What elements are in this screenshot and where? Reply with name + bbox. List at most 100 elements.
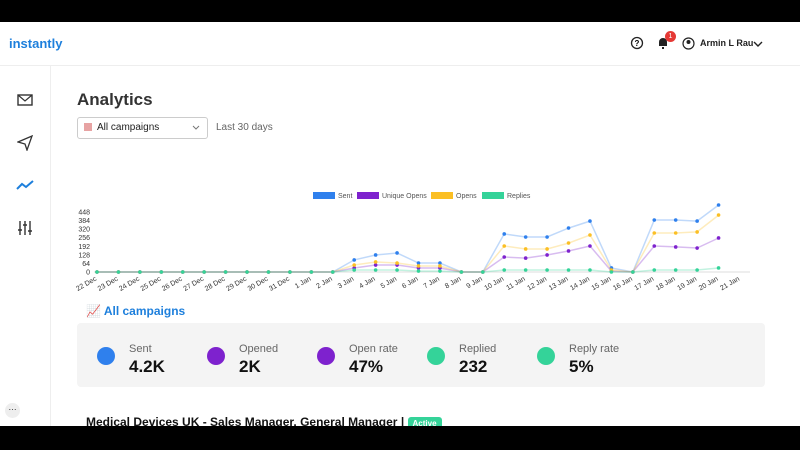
analytics-icon[interactable] bbox=[16, 179, 34, 191]
data-point bbox=[673, 231, 678, 235]
data-point bbox=[330, 270, 335, 274]
data-point bbox=[138, 270, 142, 274]
x-tick-label: 1 Jan bbox=[294, 276, 312, 291]
legend-swatch bbox=[313, 192, 335, 199]
section-title-text: All campaigns bbox=[103, 304, 186, 318]
x-tick-label: 31 Dec bbox=[268, 275, 291, 292]
data-point bbox=[545, 247, 549, 251]
data-point bbox=[673, 218, 678, 222]
stat-label: Replied bbox=[459, 343, 497, 355]
x-tick-label: 24 Dec bbox=[118, 275, 141, 292]
data-point bbox=[695, 246, 699, 250]
x-tick-label: 2 Jan bbox=[315, 276, 333, 291]
data-point bbox=[523, 268, 528, 272]
x-tick-label: 14 Jan bbox=[569, 276, 591, 293]
x-tick-label: 5 Jan bbox=[380, 276, 398, 291]
data-point bbox=[481, 270, 485, 274]
data-point bbox=[545, 235, 549, 239]
x-tick-label: 20 Jan bbox=[698, 276, 720, 293]
data-point bbox=[416, 269, 421, 273]
svg-text:?: ? bbox=[635, 39, 640, 48]
data-point bbox=[566, 249, 571, 253]
x-tick-label: 11 Jan bbox=[505, 276, 526, 292]
data-point bbox=[438, 269, 442, 273]
data-point bbox=[673, 268, 678, 272]
y-tick-label: 320 bbox=[78, 227, 90, 234]
campaign-select[interactable]: All campaigns bbox=[77, 117, 208, 139]
top-bar: instantly ? 1 Armin L Rau bbox=[0, 22, 800, 66]
separator: | bbox=[400, 415, 405, 426]
mail-icon[interactable] bbox=[17, 93, 33, 107]
x-tick-label: 6 Jan bbox=[401, 276, 419, 291]
x-tick-label: 18 Jan bbox=[655, 276, 677, 293]
x-tick-label: 7 Jan bbox=[423, 276, 441, 291]
series-line bbox=[97, 214, 720, 273]
more-button[interactable]: ··· bbox=[5, 403, 20, 418]
data-point bbox=[416, 261, 421, 265]
data-point bbox=[716, 213, 721, 217]
chevron[interactable] bbox=[753, 40, 763, 48]
series-line bbox=[97, 204, 720, 273]
data-point bbox=[288, 270, 292, 274]
data-point bbox=[223, 270, 228, 274]
y-tick-label: 384 bbox=[78, 218, 90, 225]
data-point bbox=[716, 236, 721, 240]
data-point bbox=[566, 241, 571, 245]
settings-icon[interactable] bbox=[17, 220, 33, 236]
user-icon[interactable] bbox=[682, 37, 695, 50]
stat-value: 232 bbox=[459, 357, 488, 376]
stat-icon bbox=[97, 347, 115, 365]
data-point bbox=[116, 270, 121, 274]
data-point bbox=[502, 244, 507, 248]
stat-label: Reply rate bbox=[569, 343, 620, 355]
x-tick-label: 27 Dec bbox=[182, 275, 205, 292]
y-tick-label: 448 bbox=[78, 209, 90, 216]
stat-value: 47% bbox=[349, 357, 384, 376]
user-name[interactable]: Armin L Rau bbox=[700, 38, 754, 48]
x-tick-label: 26 Dec bbox=[161, 275, 184, 292]
data-point bbox=[395, 261, 399, 265]
data-point bbox=[695, 219, 699, 223]
data-point bbox=[352, 258, 357, 262]
y-tick-label: 128 bbox=[78, 252, 90, 259]
campaign-row[interactable]: Medical Devices UK - Sales Manager, Gene… bbox=[86, 415, 442, 426]
data-point bbox=[523, 256, 528, 260]
data-point bbox=[438, 261, 442, 265]
x-tick-label: 13 Jan bbox=[548, 276, 570, 293]
help-icon[interactable]: ? bbox=[630, 36, 644, 50]
legend-swatch bbox=[357, 192, 379, 199]
data-point bbox=[523, 235, 528, 239]
legend-swatch bbox=[482, 192, 504, 199]
y-tick-label: 64 bbox=[82, 261, 90, 268]
stat-label: Sent bbox=[129, 343, 152, 355]
calendar-icon bbox=[84, 123, 92, 131]
app: instantly ? 1 Armin L Rau ··· Analytics … bbox=[0, 22, 800, 426]
y-tick-label: 0 bbox=[86, 270, 90, 277]
data-point bbox=[588, 268, 592, 272]
date-range: Last 30 days bbox=[216, 122, 273, 133]
data-point bbox=[566, 268, 571, 272]
data-point bbox=[416, 264, 421, 268]
data-point bbox=[202, 270, 206, 274]
x-tick-label: 8 Jan bbox=[444, 276, 462, 291]
legend-swatch bbox=[431, 192, 453, 199]
campaign-name[interactable]: Medical Devices UK - Sales Manager, Gene… bbox=[86, 415, 398, 426]
data-point bbox=[588, 233, 592, 237]
data-point bbox=[266, 270, 271, 274]
x-tick-label: 9 Jan bbox=[465, 276, 483, 291]
data-point bbox=[652, 268, 657, 272]
status-badge: Active bbox=[407, 417, 442, 426]
x-tick-label: 3 Jan bbox=[337, 276, 355, 291]
logo[interactable]: instantly bbox=[9, 36, 63, 51]
data-point bbox=[502, 255, 507, 259]
data-point bbox=[695, 268, 699, 272]
data-point bbox=[588, 244, 592, 248]
data-point bbox=[631, 270, 635, 274]
bell-icon[interactable] bbox=[656, 35, 670, 51]
data-point bbox=[545, 253, 549, 257]
section-title: 📈 All campaigns bbox=[86, 304, 185, 318]
send-icon[interactable] bbox=[17, 135, 33, 151]
legend-label: Unique Opens bbox=[382, 193, 427, 200]
